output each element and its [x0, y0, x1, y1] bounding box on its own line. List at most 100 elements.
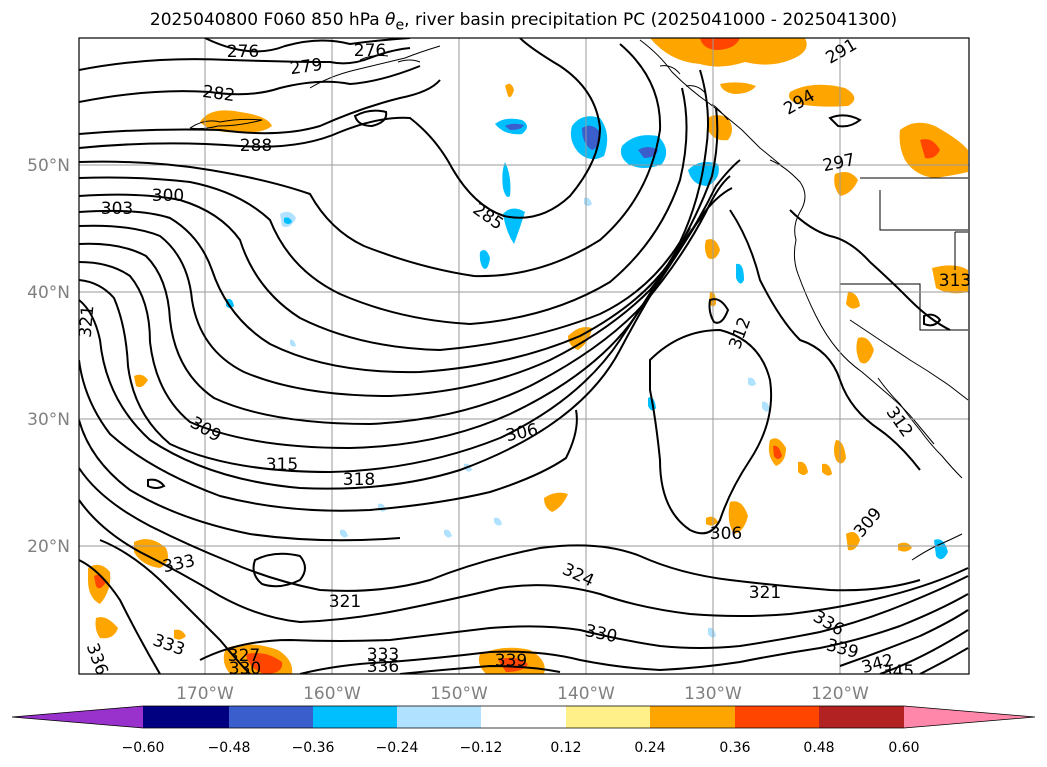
colorbar-tick: 0.48 — [803, 740, 834, 756]
title-prefix: 2025040800 F060 850 hPa — [149, 10, 386, 30]
precip-positive-patch — [95, 617, 118, 639]
precip-negative-patch — [505, 123, 524, 130]
precip-positive-patch — [773, 445, 782, 459]
colorbar-over-arrow — [904, 706, 1035, 728]
colorbar-bin — [313, 706, 397, 728]
colorbar-tick: 0.36 — [719, 740, 750, 756]
contour-label: 327 — [228, 646, 260, 666]
contour-label: 279 — [289, 55, 324, 79]
contour-label: 276 — [227, 42, 259, 62]
contour-label: 321 — [76, 305, 99, 339]
map-title: 2025040800 F060 850 hPa θe, river basin … — [0, 10, 1047, 33]
precip-positive-patch — [200, 110, 272, 133]
precip-positive-patch — [544, 492, 568, 512]
precip-positive-patch — [789, 84, 855, 107]
contour-label: 342 — [859, 650, 896, 678]
precip-negative-patch — [638, 147, 658, 158]
lat-label: 50°N — [27, 156, 70, 176]
lat-label: 20°N — [27, 537, 70, 557]
precip-positive-patch — [720, 82, 756, 94]
longitude-labels: 170°W 160°W 150°W 140°W 130°W 120°W — [176, 684, 869, 704]
precip-positive-patch — [498, 657, 528, 672]
precip-positive-patch — [246, 653, 283, 674]
precip-positive-patch — [505, 83, 514, 98]
precip-negative-patch — [582, 125, 601, 150]
precip-negative-patch — [290, 339, 296, 347]
lon-label: 130°W — [684, 684, 742, 704]
colorbar-tick: −0.36 — [292, 740, 335, 756]
theta-e-contours — [79, 38, 969, 674]
precip-positive-patch — [920, 139, 940, 159]
precip-positive-patch — [704, 239, 720, 259]
colorbar-bin — [735, 706, 819, 728]
contour-label: 306 — [710, 524, 742, 544]
precip-positive-patch — [700, 38, 740, 50]
contour-label: 315 — [266, 455, 298, 475]
map-frame — [78, 37, 970, 675]
colorbar-under-arrow — [12, 706, 143, 728]
precip-positive-patch — [174, 629, 186, 640]
contour-label: 330 — [229, 659, 261, 679]
colorbar-outline — [11, 705, 1036, 729]
colorbar-bin — [650, 706, 735, 728]
contour-label: 321 — [329, 592, 361, 612]
title-subscript: e — [395, 17, 405, 34]
contour-label: 321 — [749, 583, 781, 603]
precip-negative-patch — [284, 217, 292, 224]
colorbar-bin — [481, 706, 566, 728]
contour-label: 282 — [201, 82, 236, 106]
colorbar-bin — [566, 706, 650, 728]
precip-positive-patch — [708, 115, 732, 141]
lat-label: 40°N — [27, 283, 70, 303]
lon-label: 170°W — [176, 684, 234, 704]
precip-negative-patch — [502, 162, 511, 197]
contour-label: 339 — [495, 651, 527, 671]
contour-label: 276 — [354, 41, 386, 61]
precip-negative-patch — [762, 401, 770, 412]
contour-label: 300 — [152, 186, 184, 206]
contour-label: 313 — [939, 271, 971, 291]
precip-positive-patch — [822, 463, 832, 476]
precip-negative-patch — [748, 377, 756, 386]
colorbar-tick: −0.48 — [208, 740, 251, 756]
contour-label: 318 — [343, 470, 375, 490]
precip-negative-patch — [934, 539, 948, 560]
precip-positive-patch — [134, 374, 148, 388]
colorbar-tick: −0.60 — [122, 740, 165, 756]
lon-label: 120°W — [811, 684, 869, 704]
colorbar-bin — [143, 706, 229, 728]
precip-positive-patch — [898, 542, 912, 552]
lon-label: 140°W — [557, 684, 615, 704]
lat-label: 30°N — [27, 410, 70, 430]
contour-label: 333 — [367, 645, 399, 665]
precip-negative-patch — [736, 263, 744, 284]
latitude-labels: 50°N 40°N 30°N 20°N — [27, 156, 70, 557]
contour-label: 336 — [367, 657, 399, 677]
title-theta-symbol: θ — [385, 10, 396, 30]
precip-negative-patch — [444, 529, 452, 538]
colorbar-tick: −0.12 — [460, 740, 503, 756]
lon-label: 150°W — [430, 684, 488, 704]
colorbar-tick: 0.12 — [550, 740, 581, 756]
precip-positive-patch — [932, 265, 968, 294]
precip-positive-patch — [650, 38, 807, 67]
precip-negative-patch — [494, 517, 502, 526]
precip-negative-patch — [479, 250, 490, 269]
title-suffix: , river basin precipitation PC (20250410… — [404, 10, 898, 30]
colorbar-bin — [819, 706, 904, 728]
contour-label: 303 — [101, 199, 133, 219]
precip-negative-patch — [226, 298, 234, 308]
colorbar-bin — [229, 706, 313, 728]
colorbar-tick: −0.24 — [376, 740, 419, 756]
precip-positive-patch — [856, 337, 874, 364]
coastlines — [189, 39, 969, 561]
precip-negative-patch — [708, 627, 716, 638]
colorbar-tick: 0.60 — [888, 740, 919, 756]
lon-label: 160°W — [303, 684, 361, 704]
precip-positive-patch — [798, 461, 808, 475]
contour-label: 288 — [240, 136, 272, 156]
colorbar-tick: 0.24 — [634, 740, 665, 756]
colorbar-bin — [397, 706, 481, 728]
precip-negative-patch — [340, 529, 348, 538]
